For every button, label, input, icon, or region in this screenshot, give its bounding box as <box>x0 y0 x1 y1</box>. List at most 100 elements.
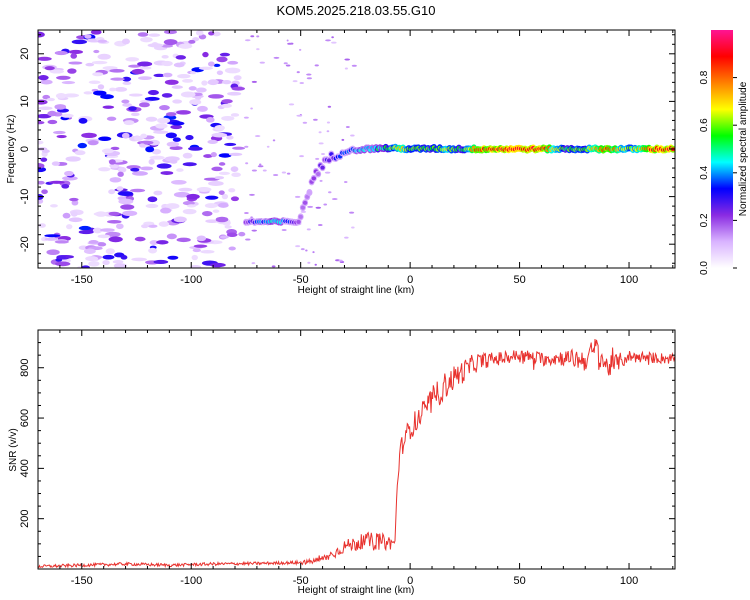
snr-x-ticks: -150 -100 -50 0 50 100 <box>37 330 674 587</box>
spectrogram-noise-cell <box>172 137 181 142</box>
spectrogram-noise-cell <box>78 117 88 124</box>
spectrogram-noise-cell <box>186 193 200 200</box>
spectrogram-noise-cell <box>165 112 177 117</box>
spectrogram-noise-cell <box>244 212 249 215</box>
spectrogram-trace-cell <box>307 190 312 195</box>
spectrogram-noise-cell <box>227 91 242 96</box>
spectrogram-noise-cell <box>88 260 100 267</box>
spectrogram-noise-cell <box>266 145 270 148</box>
spectrogram-noise-cell <box>350 134 355 137</box>
spectrogram-noise-cell <box>288 103 295 106</box>
spectrogram-noise-cell <box>81 132 97 139</box>
spectrogram-noise-cell <box>231 172 241 178</box>
spectrogram-noise-cell <box>317 224 323 227</box>
spectrogram-noise-cell <box>273 174 279 177</box>
spectrogram-noise-cell <box>117 166 127 173</box>
spectrogram-noise-cell <box>97 234 111 239</box>
spectrogram-noise-cell <box>102 260 110 266</box>
spectrogram-noise-cell <box>169 146 183 151</box>
spectrogram-noise-cell <box>116 186 124 191</box>
spectrogram-noise-cell <box>157 117 171 124</box>
spectrogram-noise-cell <box>188 86 197 91</box>
snr-y-tick-label: 800 <box>19 359 31 377</box>
spectrogram-noise-cell <box>153 190 163 196</box>
spectrogram-noise-cell <box>189 264 202 268</box>
colorbar-ticks: 0.0 0.2 0.4 0.6 0.8 <box>699 70 737 275</box>
spectrogram-noise-cell <box>130 167 140 172</box>
spectrogram-noise-cell <box>231 86 246 91</box>
spectrogram-noise-cell <box>53 130 66 135</box>
spectrogram-y-label: Frequency (Hz) <box>6 115 17 184</box>
spectrogram-noise-cell <box>61 113 74 118</box>
spectrogram-noise-cell <box>110 77 125 81</box>
spectrogram-noise-cell <box>173 216 187 223</box>
spectrogram-noise-cell <box>149 240 159 245</box>
spectrogram-noise-cell <box>318 142 324 145</box>
spectrogram-noise-cell <box>161 60 173 67</box>
spectrogram-trace <box>242 143 675 227</box>
spectrogram-noise-cell <box>211 166 223 172</box>
spectrogram-noise-cell <box>257 165 264 168</box>
spectrogram-noise-cell <box>188 146 203 151</box>
spectrogram-noise-cell <box>161 55 169 59</box>
spectrogram-noise-cell <box>137 32 149 37</box>
spectrogram-noise-cell <box>97 84 105 90</box>
spectrogram-noise-cell <box>38 75 49 81</box>
spectrogram-noise-cell <box>56 255 66 260</box>
spectrogram-noise-cell <box>88 80 101 85</box>
spectrogram-noise-cell <box>149 155 165 160</box>
spectrogram-noise-cell <box>341 138 345 141</box>
colorbar-tick-label: 0.4 <box>699 165 710 179</box>
spectrogram-noise-cell <box>319 179 323 182</box>
spectrogram-x-tick-label: 50 <box>513 274 525 286</box>
spectrogram-noise-cell <box>251 229 258 232</box>
snr-y-label: SNR (v/v) <box>8 428 19 471</box>
spectrogram-noise-cell <box>97 242 107 247</box>
spectrogram-noise-cell <box>318 131 322 134</box>
spectrogram-x-tick-label: 100 <box>620 274 638 286</box>
spectrogram-y-tick-label: 20 <box>19 48 31 60</box>
spectrogram-noise-cell <box>44 234 61 238</box>
spectrogram-noise-cell <box>314 64 319 67</box>
spectrogram-noise-cell <box>138 102 150 108</box>
colorbar-tick-label: 0.6 <box>699 118 710 132</box>
spectrogram-noise-cell <box>123 120 135 126</box>
spectrogram-noise-cell <box>117 191 133 196</box>
spectrogram-noise-cell <box>38 114 52 119</box>
spectrogram-noise-cell <box>166 233 177 240</box>
spectrogram-noise-cell <box>56 134 67 139</box>
spectrogram-noise-cell <box>47 110 57 117</box>
spectrogram-noise-cell <box>286 39 289 42</box>
spectrogram-noise-cell <box>151 148 162 155</box>
spectrogram-noise-cell <box>68 217 83 223</box>
spectrogram-noise-cell <box>93 211 109 216</box>
spectrogram-noise-cell <box>114 87 128 92</box>
spectrogram-noise-cell <box>160 44 174 48</box>
spectrogram-y-tick-label: 10 <box>19 95 31 107</box>
colorbar-gradient <box>711 30 733 268</box>
spectrogram-noise-cell <box>254 135 261 138</box>
spectrogram-noise-cell <box>218 202 229 208</box>
snr-series-line <box>38 338 675 569</box>
spectrogram-noise-cell <box>202 51 209 58</box>
spectrogram-noise-cell <box>201 80 208 86</box>
spectrogram-noise-cell <box>344 67 348 70</box>
spectrogram-noise-cell <box>163 30 178 35</box>
spectrogram-noise-cell <box>302 121 308 124</box>
spectrogram-noise-cell <box>44 66 55 71</box>
spectrogram-noise-cell <box>228 246 236 251</box>
spectrogram-noise-cell <box>192 37 200 42</box>
spectrogram-noise-cell <box>97 39 108 43</box>
spectrogram-noise-cell <box>344 58 351 61</box>
spectrogram-noise-cell <box>118 198 134 205</box>
spectrogram-noise-cell <box>83 248 96 254</box>
spectrogram-noise-cell <box>100 94 114 100</box>
spectrogram-noise-cell <box>83 91 93 95</box>
snr-x-tick-label: -150 <box>71 575 93 587</box>
spectrogram-noise-cell <box>195 96 202 100</box>
spectrogram-noise-cell <box>251 80 257 83</box>
spectrogram-noise-cell <box>272 139 276 142</box>
spectrogram-noise-cell <box>281 228 287 231</box>
spectrogram-noise-cell <box>128 64 142 68</box>
